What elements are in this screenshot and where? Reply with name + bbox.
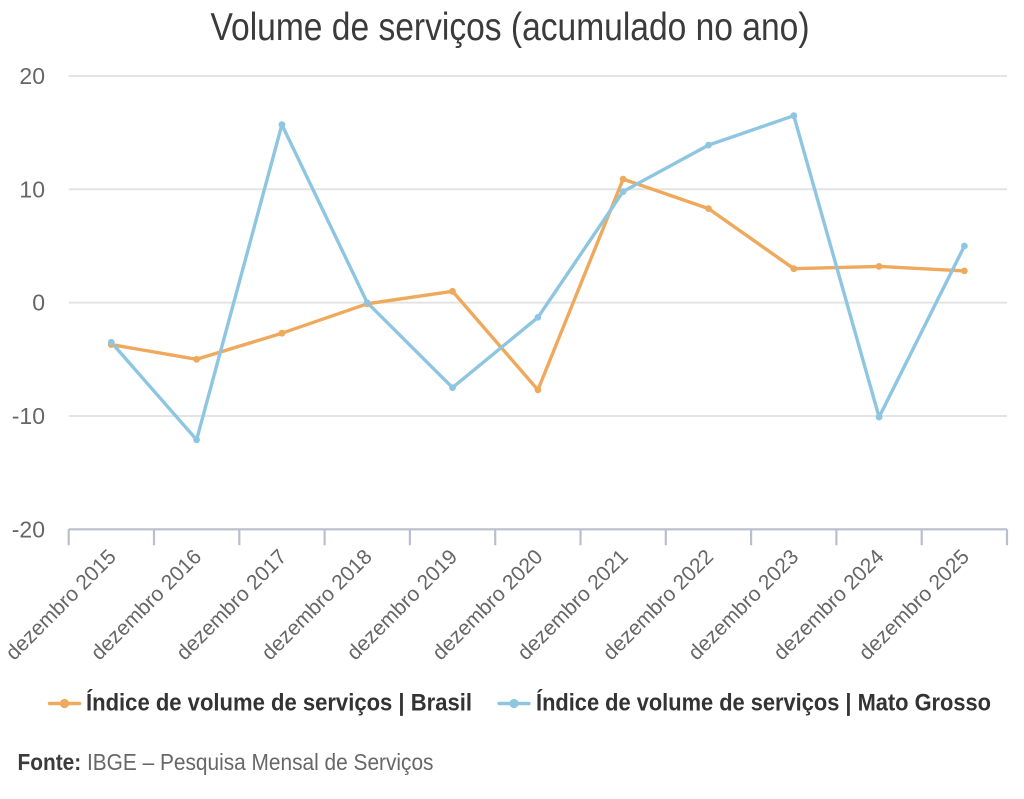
svg-text:Índice de volume de serviços |: Índice de volume de serviços | Brasil: [86, 689, 472, 717]
svg-text:20: 20: [19, 63, 45, 89]
svg-text:-20: -20: [12, 516, 45, 542]
svg-text:Volume de serviços (acumulado: Volume de serviços (acumulado no ano): [211, 6, 810, 49]
svg-text:Índice de volume de serviços |: Índice de volume de serviços | Mato Gros…: [536, 689, 991, 717]
svg-text:Fonte: IBGE – Pesquisa Mensal: Fonte: IBGE – Pesquisa Mensal de Serviço…: [18, 749, 434, 775]
svg-text:-10: -10: [12, 403, 45, 429]
svg-text:0: 0: [32, 290, 45, 316]
svg-text:10: 10: [19, 176, 45, 202]
